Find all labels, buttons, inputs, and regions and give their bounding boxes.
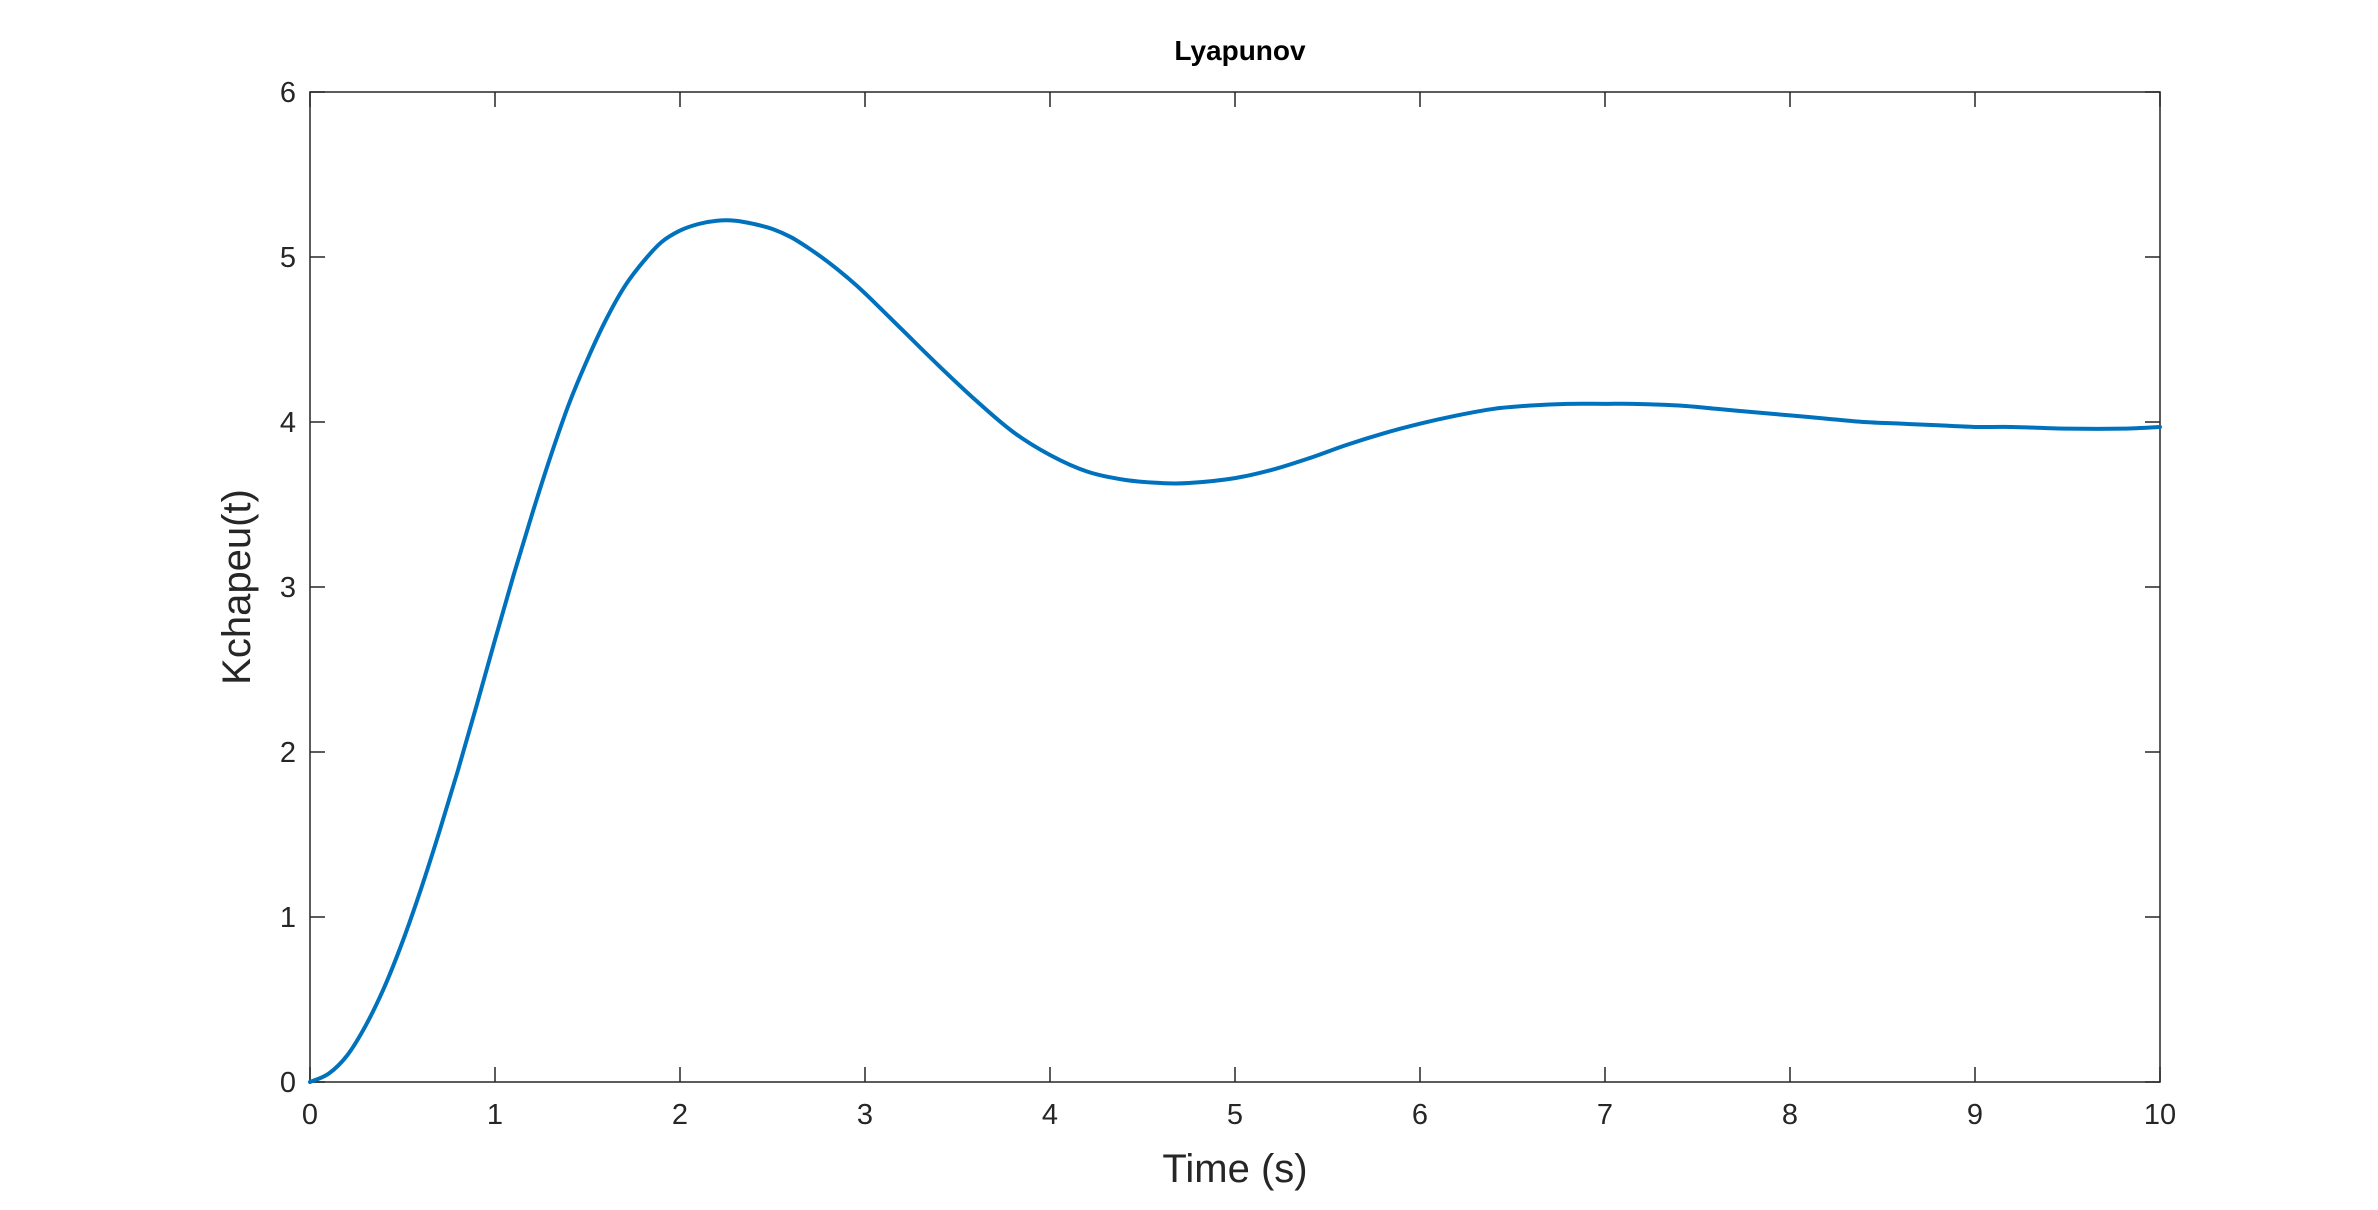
series-layer <box>308 218 2162 1084</box>
x-tick-label: 2 <box>672 1099 688 1131</box>
x-axis-label: Time (s) <box>1162 1147 1307 1191</box>
x-tick-label: 4 <box>1042 1099 1058 1131</box>
x-tick-label: 0 <box>302 1099 318 1131</box>
y-tick-label: 3 <box>280 572 296 604</box>
y-tick-label: 4 <box>280 407 296 439</box>
x-tick-label: 9 <box>1967 1099 1983 1131</box>
x-tick-label: 1 <box>487 1099 503 1131</box>
series-line-0 <box>308 218 2162 1084</box>
x-tick-label: 7 <box>1597 1099 1613 1131</box>
x-tick-label: 6 <box>1412 1099 1428 1131</box>
y-tick-label: 0 <box>280 1067 296 1099</box>
plot-area <box>309 91 2161 1083</box>
y-tick-label: 2 <box>280 737 296 769</box>
y-tick-label: 5 <box>280 242 296 274</box>
y-axis-label: Kchapeu(t) <box>215 489 259 685</box>
x-tick-label: 10 <box>2144 1099 2176 1131</box>
x-tick-label: 8 <box>1782 1099 1798 1131</box>
x-tick-label: 3 <box>857 1099 873 1131</box>
y-axis-ticks: 0 1 2 3 4 5 6 <box>280 77 2160 1099</box>
chart-title: Lyapunov <box>1174 35 1306 66</box>
y-tick-label: 6 <box>280 77 296 109</box>
x-tick-label: 5 <box>1227 1099 1243 1131</box>
x-axis-ticks: 0 1 2 3 4 5 6 7 8 9 10 <box>302 92 2176 1131</box>
y-tick-label: 1 <box>280 902 296 934</box>
